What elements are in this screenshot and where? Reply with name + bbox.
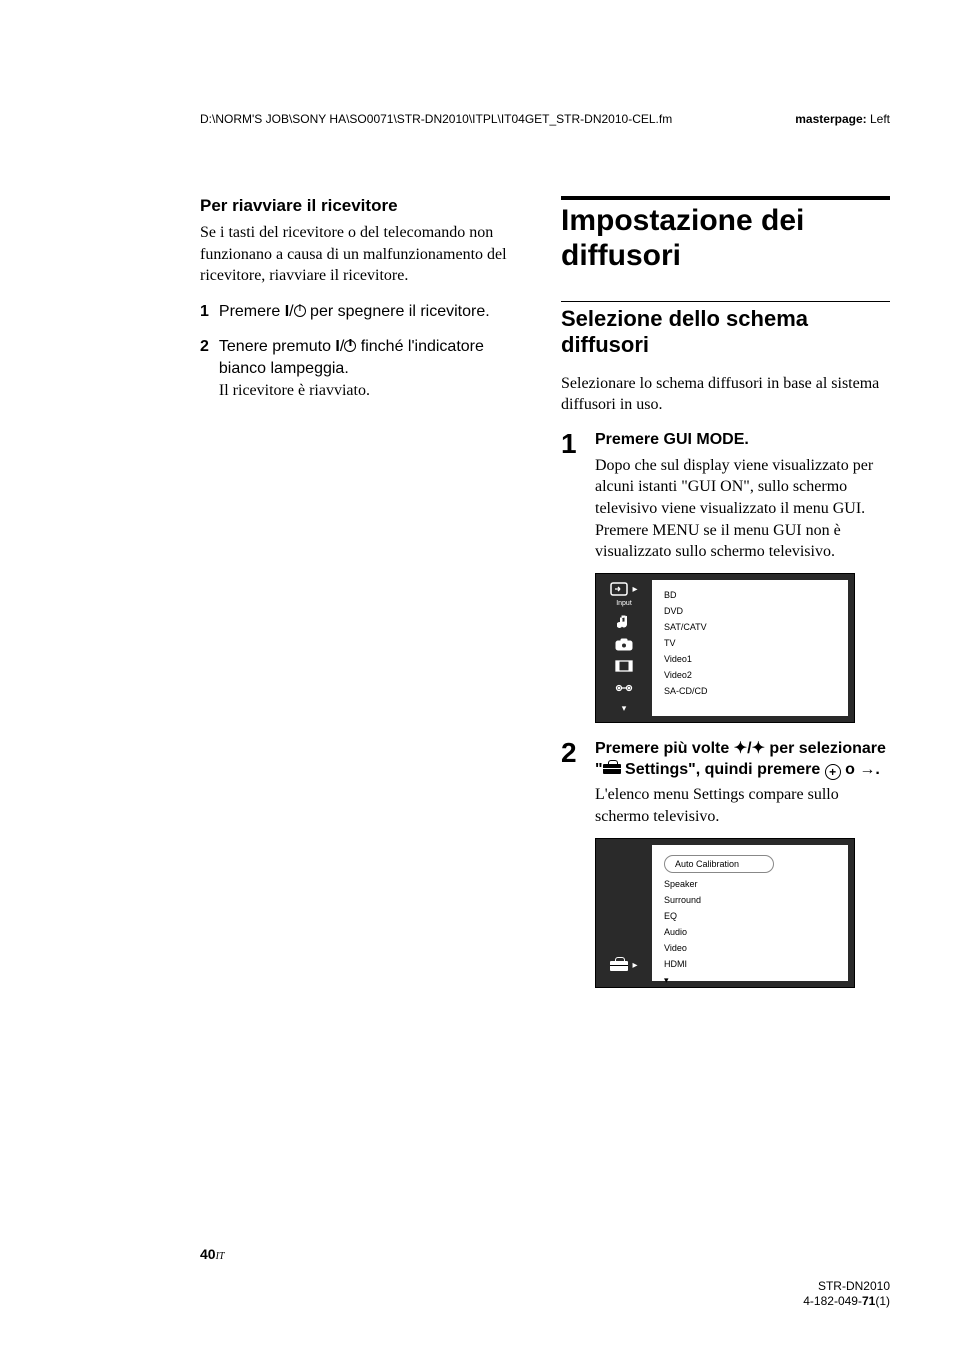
gui-main-list: BD DVD SAT/CATV TV Video1 Video2 SA-CD/C… — [652, 580, 848, 716]
caret-right-icon: ▸ — [632, 960, 637, 971]
sub-rule — [561, 301, 890, 302]
section-title: Impostazione dei diffusori — [561, 204, 890, 273]
right-column: Impostazione dei diffusori Selezione del… — [561, 196, 890, 1004]
list-item: EQ — [664, 911, 836, 921]
footer: STR-DN2010 4-182-049-71(1) — [803, 1279, 890, 1310]
step-number: 1 — [561, 430, 581, 723]
restart-heading: Per riavviare il ricevitore — [200, 196, 529, 216]
list-item: DVD — [664, 606, 836, 616]
header-masterpage: masterpage: Left — [795, 112, 890, 126]
gui-screenshot-input: ▸ Input ▾ BD DVD — [595, 573, 855, 723]
list-item: BD — [664, 590, 836, 600]
restart-intro: Se i tasti del ricevitore o del telecoma… — [200, 222, 529, 287]
left-column: Per riavviare il ricevitore Se i tasti d… — [200, 196, 529, 1004]
enter-icon: + — [825, 764, 841, 780]
restart-step-1: 1 Premere I/ per spegnere il ricevitore. — [200, 301, 529, 323]
step1-text: Dopo che sul display viene visualizzato … — [595, 455, 890, 563]
list-item: SA-CD/CD — [664, 686, 836, 696]
section-rule — [561, 196, 890, 200]
input-icon — [610, 582, 628, 596]
main-step-2: 2 Premere più volte ✦/✦ per selezionare … — [561, 739, 890, 988]
header-path: D:\NORM'S JOB\SONY HA\SO0071\STR-DN2010\… — [200, 112, 672, 126]
down-arrow-icon: ▾ — [622, 703, 627, 714]
gui-sidebar: ▸ — [596, 839, 652, 987]
list-item: Video2 — [664, 670, 836, 680]
list-item: SAT/CATV — [664, 622, 836, 632]
list-item: Surround — [664, 895, 836, 905]
sidebar-label: Input — [616, 600, 632, 607]
header: D:\NORM'S JOB\SONY HA\SO0071\STR-DN2010\… — [200, 112, 890, 126]
list-item-selected: Auto Calibration — [664, 855, 774, 873]
video-icon — [615, 660, 633, 672]
step-number: 2 — [561, 739, 581, 988]
gui-screenshot-settings: ▸ Auto Calibration Speaker Surround EQ A… — [595, 838, 855, 988]
sub-title: Selezione dello schema diffusori — [561, 306, 890, 359]
gui-sidebar: ▸ Input ▾ — [596, 574, 652, 722]
restart-step-2: 2 Tenere premuto I/ finché l'indicatore … — [200, 336, 529, 401]
step-number: 1 — [200, 301, 209, 323]
caret-right-icon: ▸ — [632, 584, 637, 595]
page-number: 40IT — [200, 1246, 224, 1262]
gui-main-list: Auto Calibration Speaker Surround EQ Aud… — [652, 845, 848, 981]
photo-icon — [615, 638, 633, 651]
step2-text: L'elenco menu Settings compare sullo sch… — [595, 784, 890, 827]
list-item: HDMI — [664, 959, 836, 969]
list-item: Speaker — [664, 879, 836, 889]
power-icon — [344, 340, 356, 352]
main-step-1: 1 Premere GUI MODE. Dopo che sul display… — [561, 430, 890, 723]
music-icon — [617, 614, 631, 630]
list-item: Audio — [664, 927, 836, 937]
power-icon — [294, 305, 306, 317]
down-arrow-icon: ▾ — [664, 975, 836, 986]
list-item: TV — [664, 638, 836, 648]
network-icon — [615, 682, 633, 694]
restart-steps: 1 Premere I/ per spegnere il ricevitore.… — [200, 301, 529, 401]
step1-heading: Premere GUI MODE. — [595, 430, 890, 451]
list-item: Video — [664, 943, 836, 953]
settings-icon — [603, 764, 621, 774]
sub-intro: Selezionare lo schema diffusori in base … — [561, 373, 890, 416]
step-number: 2 — [200, 336, 209, 401]
list-item: Video1 — [664, 654, 836, 664]
step2-heading: Premere più volte ✦/✦ per selezionare " … — [595, 739, 890, 781]
footer-docnum: 4-182-049-71(1) — [803, 1294, 890, 1310]
settings-icon — [610, 961, 628, 971]
footer-model: STR-DN2010 — [803, 1279, 890, 1295]
